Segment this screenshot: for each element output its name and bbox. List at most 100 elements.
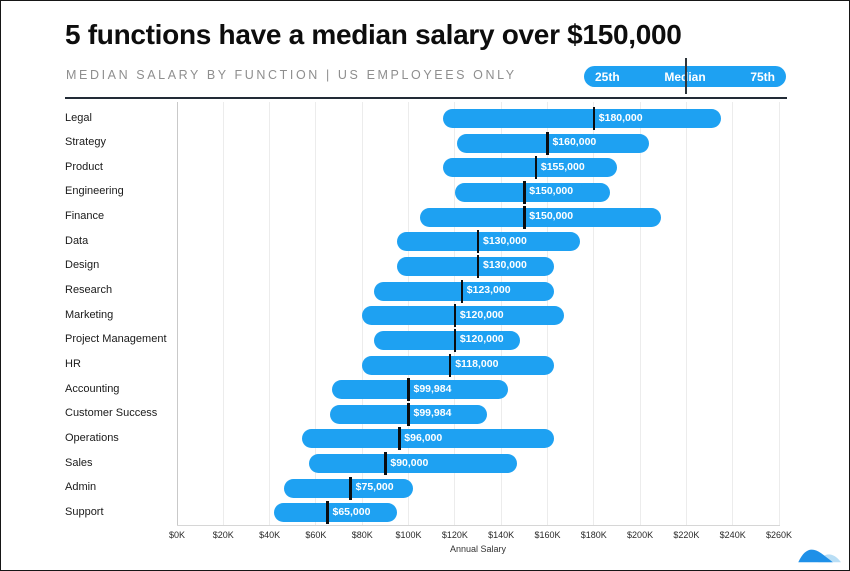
- range-bar: [443, 158, 617, 178]
- range-bar: [420, 207, 661, 227]
- gridline: [639, 102, 641, 525]
- gridline: [315, 102, 317, 525]
- median-line: [476, 230, 480, 254]
- category-label: Project Management: [65, 333, 167, 346]
- gridline: [176, 102, 178, 525]
- x-tick-label: $180K: [580, 530, 607, 540]
- range-bar: [274, 503, 397, 523]
- x-tick-label: $140K: [488, 530, 515, 540]
- median-value-label: $99,984: [413, 382, 452, 395]
- median-line: [476, 254, 480, 278]
- median-value-label: $180,000: [598, 111, 643, 124]
- median-value-label: $123,000: [466, 284, 511, 297]
- category-label: Product: [65, 160, 103, 173]
- gridline: [269, 102, 271, 525]
- median-value-label: $120,000: [459, 333, 504, 346]
- range-bar: [362, 306, 564, 326]
- x-tick-label: $0K: [168, 530, 186, 540]
- median-value-label: $155,000: [540, 160, 585, 173]
- x-tick-label: $40K: [259, 530, 281, 540]
- median-value-label: $120,000: [459, 308, 504, 321]
- header-divider-line: [65, 97, 787, 99]
- x-tick-label: $100K: [395, 530, 422, 540]
- brand-swoosh-logo-icon: [798, 549, 841, 563]
- category-label: Accounting: [65, 382, 120, 395]
- range-bar: [396, 256, 555, 276]
- median-value-label: $90,000: [390, 456, 429, 469]
- median-value-label: $118,000: [455, 358, 499, 370]
- median-value-label: $160,000: [552, 136, 597, 149]
- median-line: [349, 476, 352, 500]
- category-label: Marketing: [65, 308, 114, 321]
- median-line: [448, 353, 452, 377]
- median-line: [407, 378, 410, 402]
- gridline: [732, 102, 734, 525]
- median-line: [398, 427, 401, 451]
- x-tick-label: $200K: [627, 530, 654, 540]
- category-label: Research: [65, 284, 113, 297]
- range-bar: [283, 478, 414, 498]
- median-value-label: $96,000: [404, 431, 443, 444]
- x-tick-label: $220K: [673, 530, 700, 540]
- median-value-label: $150,000: [529, 185, 574, 198]
- category-label: Data: [65, 234, 89, 247]
- median-value-label: $150,000: [529, 210, 574, 223]
- median-line: [546, 131, 549, 155]
- x-axis-title: Annual Salary: [449, 544, 507, 554]
- range-bar: [373, 330, 520, 350]
- median-value-label: $130,000: [483, 234, 527, 247]
- median-line: [453, 328, 457, 352]
- legend-25th-label: 25th: [595, 69, 620, 84]
- median-line: [326, 501, 329, 525]
- x-tick-label: $80K: [351, 530, 373, 540]
- x-axis-line: [177, 525, 780, 526]
- median-line: [534, 156, 538, 180]
- gridline: [778, 102, 780, 525]
- category-label: Legal: [65, 111, 92, 124]
- range-bar: [396, 232, 580, 252]
- range-bar: [332, 380, 509, 400]
- range-bar: [362, 355, 555, 375]
- category-label: Admin: [65, 481, 97, 494]
- chart-subtitle: MEDIAN SALARY BY FUNCTION | US EMPLOYEES…: [66, 68, 517, 82]
- x-tick-label: $20K: [212, 530, 234, 540]
- x-tick-label: $120K: [441, 530, 468, 540]
- category-label: Support: [65, 505, 104, 518]
- median-line: [592, 107, 596, 130]
- range-bar: [308, 454, 518, 474]
- median-line: [384, 452, 387, 476]
- category-label: HR: [65, 358, 81, 370]
- median-line: [407, 402, 410, 426]
- category-label: Sales: [65, 456, 93, 469]
- gridline: [685, 102, 687, 525]
- median-line: [523, 205, 526, 229]
- median-line: [460, 279, 464, 303]
- median-line: [453, 304, 457, 328]
- legend-median-tick-line: [685, 58, 687, 94]
- category-label: Engineering: [65, 185, 124, 198]
- category-label: Strategy: [65, 136, 106, 149]
- x-tick-label: $260K: [765, 530, 793, 540]
- legend-75th-label: 75th: [750, 69, 775, 84]
- category-label: Design: [65, 259, 100, 272]
- range-bar: [302, 429, 555, 449]
- median-value-label: $99,984: [413, 407, 452, 420]
- x-tick-label: $60K: [305, 530, 327, 540]
- category-label: Customer Success: [65, 407, 158, 420]
- range-bar: [443, 109, 722, 128]
- category-label: Finance: [65, 210, 105, 223]
- median-value-label: $130,000: [483, 259, 527, 272]
- median-line: [523, 180, 526, 204]
- gridline: [593, 102, 595, 525]
- range-bar: [454, 182, 610, 202]
- chart-title: 5 functions have a median salary over $1…: [65, 19, 682, 50]
- x-tick-label: $240K: [719, 530, 746, 540]
- x-tick-label: $160K: [534, 530, 561, 540]
- gridline: [222, 102, 224, 525]
- range-bar: [457, 133, 650, 153]
- median-value-label: $75,000: [355, 481, 394, 494]
- median-value-label: $65,000: [332, 505, 371, 518]
- category-label: Operations: [65, 431, 119, 444]
- range-bar: [373, 281, 555, 301]
